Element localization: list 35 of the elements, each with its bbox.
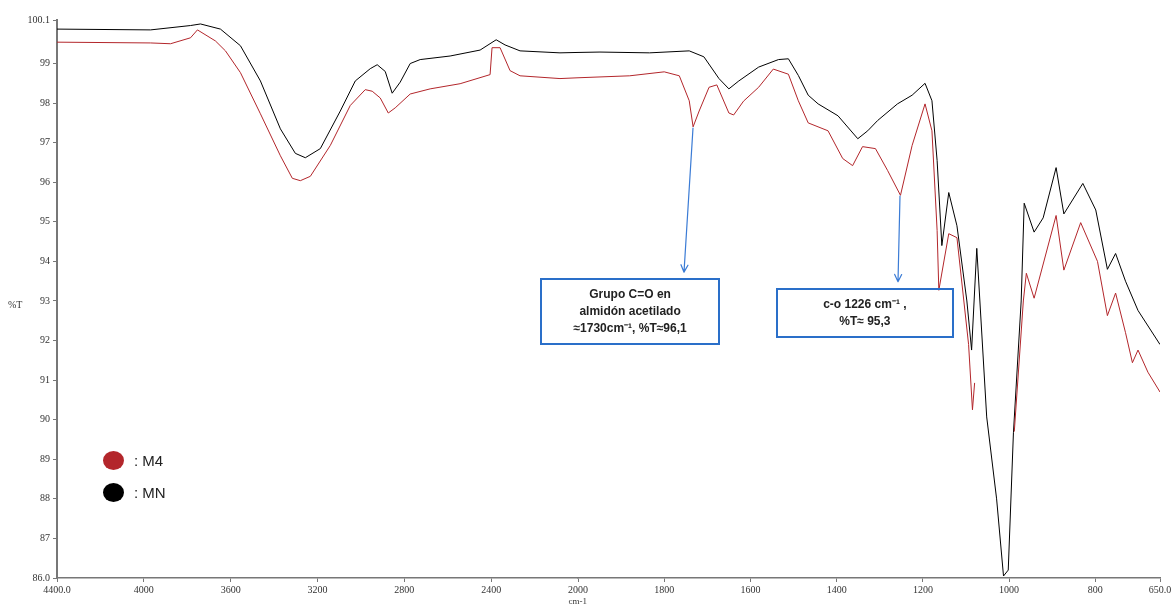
y-tick-label: 91 [40, 373, 50, 385]
x-tick-label: 1600 [740, 583, 761, 595]
x-tick-label: 1800 [654, 583, 675, 595]
y-tick-label: 94 [40, 255, 50, 267]
y-tick-label: 97 [40, 136, 50, 148]
x-tick-label: 1000 [999, 583, 1020, 595]
x-tick-label: 1200 [912, 583, 933, 595]
y-tick-label: 89 [40, 452, 50, 464]
x-tick-label: 2000 [568, 583, 588, 595]
y-tick-label: 99 [40, 57, 50, 69]
y-axis-title: %T [8, 299, 23, 310]
x-axis-title: cm-1 [568, 596, 587, 606]
x-tick-label: 2800 [394, 583, 415, 595]
x-tick-label: 800 [1087, 583, 1103, 595]
y-tick-label: 95 [40, 215, 50, 227]
y-tick-label: 88 [40, 492, 50, 504]
y-tick-label: 90 [40, 413, 50, 425]
x-tick-label: 4400.0 [43, 583, 71, 595]
x-tick-label: 650.0 [1148, 583, 1172, 595]
annotation: Grupo C=O en almidón acetilado ≈1730cm⁻¹, %T≈96,1 [540, 278, 721, 345]
legend-label: : MN [134, 483, 166, 501]
y-tick-label: 86.0 [32, 571, 50, 583]
y-tick-label: 100.1 [27, 13, 50, 25]
x-tick-label: 2400 [481, 583, 502, 595]
y-tick-label: 87 [40, 532, 50, 544]
y-tick-label: 98 [40, 96, 50, 108]
annotation: c-o 1226 cm⁻¹ , %T≈ 95,3 [775, 288, 954, 338]
x-tick-label: 3600 [220, 583, 241, 595]
x-tick-label: 3200 [307, 583, 328, 595]
x-tick-label: 1400 [826, 583, 847, 595]
y-tick-label: 96 [40, 175, 50, 187]
legend-label: : M4 [134, 451, 164, 469]
y-tick-label: 92 [40, 334, 50, 346]
x-tick-label: 4000 [133, 583, 154, 595]
y-tick-label: 93 [40, 294, 50, 306]
